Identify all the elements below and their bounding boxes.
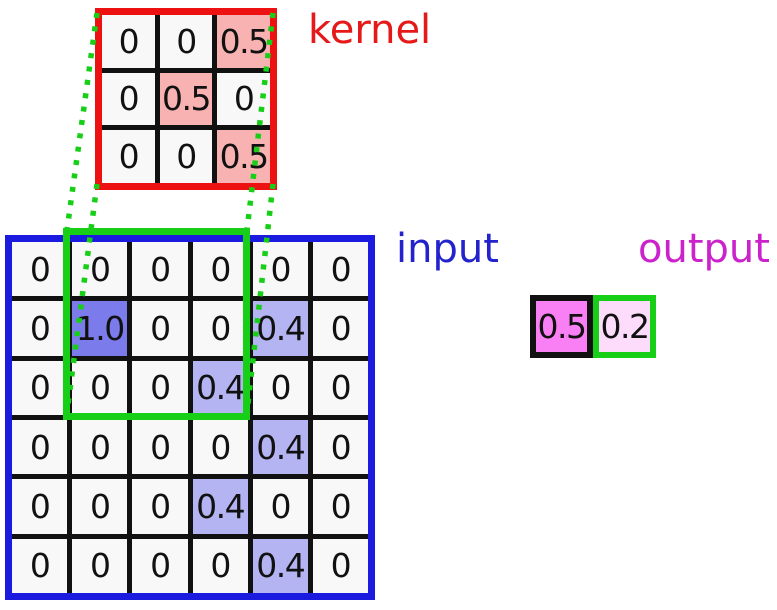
input-cell: 0	[192, 301, 248, 356]
kernel-cell: 0	[102, 15, 155, 68]
input-cell: 0	[12, 538, 68, 593]
kernel-position-highlight-box	[63, 228, 250, 420]
input-cell: 0	[192, 538, 248, 593]
kernel-cell: 0.5	[217, 15, 270, 68]
input-cell: 0	[252, 242, 308, 297]
input-cell: 0	[132, 242, 188, 297]
kernel-label: kernel	[308, 7, 432, 53]
input-cell: 0	[312, 301, 368, 356]
input-cell: 0	[132, 479, 188, 534]
input-cell: 0	[12, 479, 68, 534]
input-cell: 0.4	[192, 479, 248, 534]
projection-line-top-left	[64, 12, 100, 231]
input-cell: 0	[132, 360, 188, 415]
kernel-cell: 0	[102, 72, 155, 126]
input-cell: 0.4	[252, 419, 308, 475]
output-cell-current: 0.2	[593, 295, 656, 358]
output-label: output	[638, 226, 770, 272]
input-cell: 0	[12, 419, 68, 475]
kernel-cell: 0.5	[159, 72, 213, 126]
input-cell: 0	[252, 360, 308, 415]
input-cell: 0	[312, 360, 368, 415]
input-cell: 0	[312, 242, 368, 297]
input-cell: 0	[192, 419, 248, 475]
input-cell: 0	[72, 419, 128, 475]
input-cell: 0	[312, 538, 368, 593]
input-cell: 0.4	[252, 301, 308, 356]
kernel-cell: 0	[217, 72, 270, 126]
output-cells: 0.5 0.2	[530, 295, 656, 358]
input-cell: 0	[312, 479, 368, 534]
input-cell: 0	[132, 538, 188, 593]
input-cell: 0	[252, 479, 308, 534]
input-cell: 0	[132, 301, 188, 356]
input-cell: 0	[12, 301, 68, 356]
input-label: input	[396, 226, 499, 272]
input-cell: 0.4	[192, 360, 248, 415]
input-cell: 0	[72, 538, 128, 593]
input-cell: 0	[12, 242, 68, 297]
input-cell: 0.4	[252, 538, 308, 593]
kernel-grid: 0 0 0.5 0 0.5 0 0 0 0.5	[95, 8, 277, 190]
output-cell-previous: 0.5	[530, 295, 593, 358]
input-cell: 0	[72, 479, 128, 534]
kernel-cell: 0	[102, 130, 155, 183]
kernel-cell: 0	[159, 15, 213, 68]
input-cell: 0	[12, 360, 68, 415]
kernel-cell: 0	[159, 130, 213, 183]
input-cell: 0	[132, 419, 188, 475]
input-cell: 0	[312, 419, 368, 475]
kernel-cell: 0.5	[217, 130, 270, 183]
input-grid: 0 0 0 0 0 0 0 1.0 0 0 0.4 0 0 0 0 0.4 0 0 0 0 0 0 0.4 0 0 0 0 0.4 0 0…	[5, 235, 375, 600]
input-cell: 0	[192, 242, 248, 297]
